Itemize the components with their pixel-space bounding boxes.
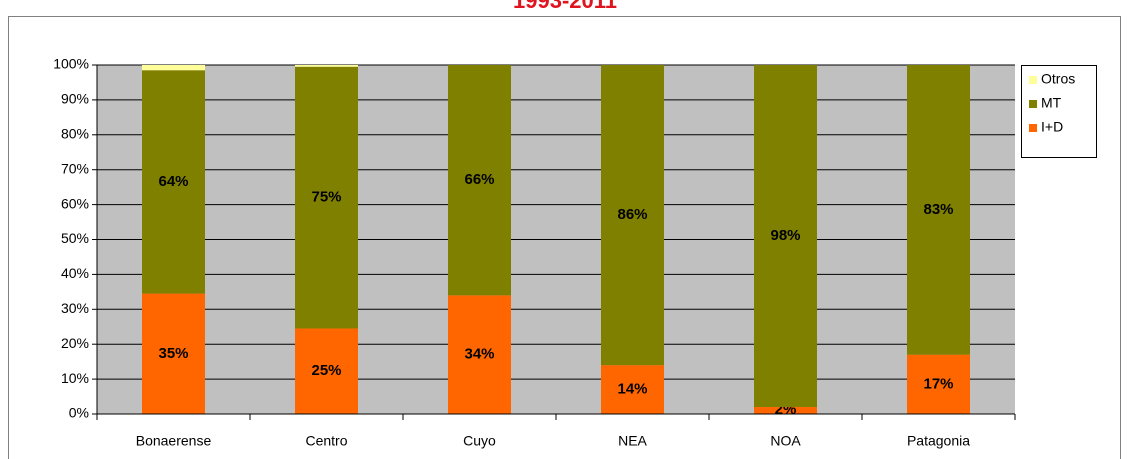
value-label: 66% xyxy=(464,171,494,188)
y-tick-label: 60% xyxy=(61,195,89,211)
value-label: 75% xyxy=(311,189,341,206)
x-tick-label: Bonaerense xyxy=(136,433,212,449)
value-label: 34% xyxy=(464,346,494,363)
bar-segment xyxy=(295,328,358,414)
bar-segment xyxy=(295,66,358,329)
y-tick-label: 90% xyxy=(61,91,89,107)
y-tick-label: 50% xyxy=(61,230,89,246)
value-label: 17% xyxy=(923,375,953,392)
bar-segment xyxy=(601,65,664,366)
value-label: 14% xyxy=(617,381,647,398)
bar-segment xyxy=(754,65,817,408)
x-tick-label: Cuyo xyxy=(463,433,496,449)
bar-segment xyxy=(142,70,205,294)
y-tick-label: 30% xyxy=(61,300,89,316)
bar-segment xyxy=(448,65,511,296)
y-tick-label: 70% xyxy=(61,160,89,176)
y-tick-label: 20% xyxy=(61,335,89,351)
y-tick-label: 40% xyxy=(61,265,89,281)
value-label: 83% xyxy=(923,201,953,218)
y-tick-label: 80% xyxy=(61,126,89,142)
x-tick-label: NEA xyxy=(618,433,647,449)
y-tick-label: 0% xyxy=(69,405,89,421)
x-tick-label: Patagonia xyxy=(907,433,970,449)
legend-label: I+D xyxy=(1041,119,1063,135)
y-tick-label: 100% xyxy=(53,56,89,72)
bar-segment xyxy=(295,65,358,67)
bar-segment xyxy=(142,293,205,414)
value-label: 98% xyxy=(770,227,800,244)
value-label: 25% xyxy=(311,362,341,379)
value-label: 35% xyxy=(158,345,188,362)
bar-segment xyxy=(448,295,511,414)
bar-segment xyxy=(907,65,970,355)
y-tick-label: 10% xyxy=(61,370,89,386)
value-label: 64% xyxy=(158,173,188,190)
bar-segment xyxy=(907,354,970,414)
value-label: 86% xyxy=(617,206,647,223)
bar-segment xyxy=(142,65,205,71)
bar-segment xyxy=(601,365,664,414)
legend-swatch xyxy=(1029,100,1037,108)
bar-segment xyxy=(754,407,817,414)
x-tick-label: Centro xyxy=(305,433,347,449)
x-tick-label: NOA xyxy=(770,433,801,449)
legend-label: MT xyxy=(1041,95,1062,111)
chart-title: 1993-2011 xyxy=(513,0,617,13)
legend-swatch xyxy=(1029,76,1037,84)
legend-swatch xyxy=(1029,124,1037,132)
legend-label: Otros xyxy=(1041,71,1075,87)
